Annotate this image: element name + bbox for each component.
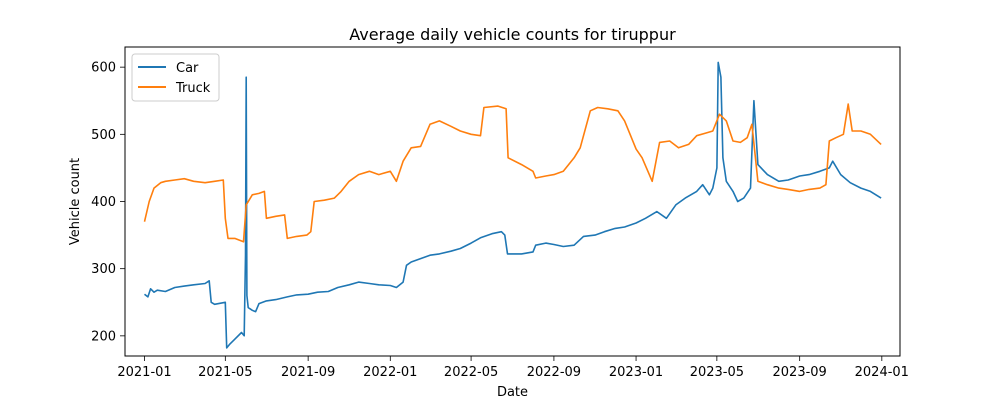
y-axis-label: Vehicle count (68, 158, 83, 245)
x-tick-label: 2022-05 (444, 365, 498, 380)
legend-label-car: Car (176, 61, 199, 76)
y-tick-label: 400 (91, 195, 116, 210)
x-tick-label: 2023-01 (609, 365, 663, 380)
legend-box (131, 53, 220, 102)
y-tick-label: 200 (91, 329, 116, 344)
plot-area (143, 61, 882, 349)
y-tick-label: 500 (91, 128, 116, 143)
legend-label-truck: Truck (175, 81, 211, 96)
y-tick-label: 300 (91, 262, 116, 277)
x-tick-label: 2021-05 (198, 365, 252, 380)
x-tick-label: 2021-01 (117, 365, 171, 380)
x-tick-label: 2022-01 (363, 365, 417, 380)
x-axis: 2021-01 2021-05 2021-09 2022-01 2022-05 2022-… (117, 356, 909, 380)
x-axis-label: Date (497, 385, 528, 400)
legend: Car Truck (131, 53, 220, 102)
x-tick-label: 2024-01 (855, 365, 909, 380)
x-tick-label: 2023-09 (773, 365, 827, 380)
series-line-truck (143, 103, 882, 243)
chart-title: Average daily vehicle counts for tiruppu… (349, 25, 676, 44)
y-axis: 200 300 400 500 600 (91, 61, 125, 344)
x-tick-label: 2023-05 (690, 365, 744, 380)
x-tick-label: 2022-09 (527, 365, 581, 380)
y-tick-label: 600 (91, 61, 116, 76)
series-line-car (144, 61, 882, 349)
x-tick-label: 2021-09 (281, 365, 335, 380)
